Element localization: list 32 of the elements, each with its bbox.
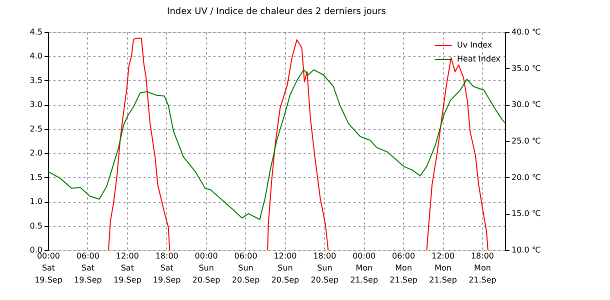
y2-tick-label: 35.0 ℃ [512, 64, 541, 73]
x-tick-label: 00:00 Sat 19.Sep [34, 252, 62, 284]
y-tick-label: 1.5 [30, 172, 42, 182]
x-tick-label: 18:00 Sun 20.Sep [310, 252, 339, 284]
legend-label: Uv Index [457, 40, 492, 50]
x-tick-label: 06:00 Sat 19.Sep [74, 252, 102, 284]
x-tick-label: 18:00 Sat 19.Sep [152, 252, 181, 284]
y-tick-label: 3.0 [30, 100, 42, 110]
y-tick-label: 4.5 [30, 28, 42, 36]
x-tick-label: 12:00 Sat 19.Sep [114, 252, 142, 284]
y-tick-label: 2.0 [30, 148, 42, 158]
y-tick-label: 0.5 [30, 221, 42, 230]
y2-tick-label: 20.0 ℃ [512, 172, 541, 182]
x-tick-label: 00:00 Sun 20.Sep [192, 252, 220, 284]
chart-title: Index UV / Indice de chaleur des 2 derniers jours [167, 7, 386, 17]
y-tick-label: 4.0 [30, 52, 42, 61]
legend-label: Heat Index [457, 54, 501, 64]
y2-tick-label: 30.0 ℃ [512, 100, 541, 110]
x-tick-label: 12:00 Mon 21.Sep [429, 252, 457, 284]
y2-tick-label: 15.0 ℃ [512, 209, 541, 218]
x-tick-label: 06:00 Mon 21.Sep [390, 252, 418, 284]
x-tick-label: 06:00 Sun 20.Sep [232, 252, 260, 284]
y2-tick-label: 10.0 ℃ [512, 246, 541, 254]
x-tick-label: 18:00 Mon 21.Sep [468, 252, 496, 284]
x-tick-label: 12:00 Sun 20.Sep [271, 252, 300, 284]
y2-tick-label: 40.0 ℃ [512, 28, 541, 36]
y-tick-label: 2.5 [30, 124, 42, 134]
y-tick-label: 1.0 [30, 197, 42, 206]
x-tick-label: 00:00 Mon 21.Sep [350, 252, 378, 284]
y2-tick-label: 25.0 ℃ [512, 136, 541, 146]
y-tick-label: 0.0 [30, 246, 42, 254]
y-tick-label: 3.5 [30, 76, 42, 85]
